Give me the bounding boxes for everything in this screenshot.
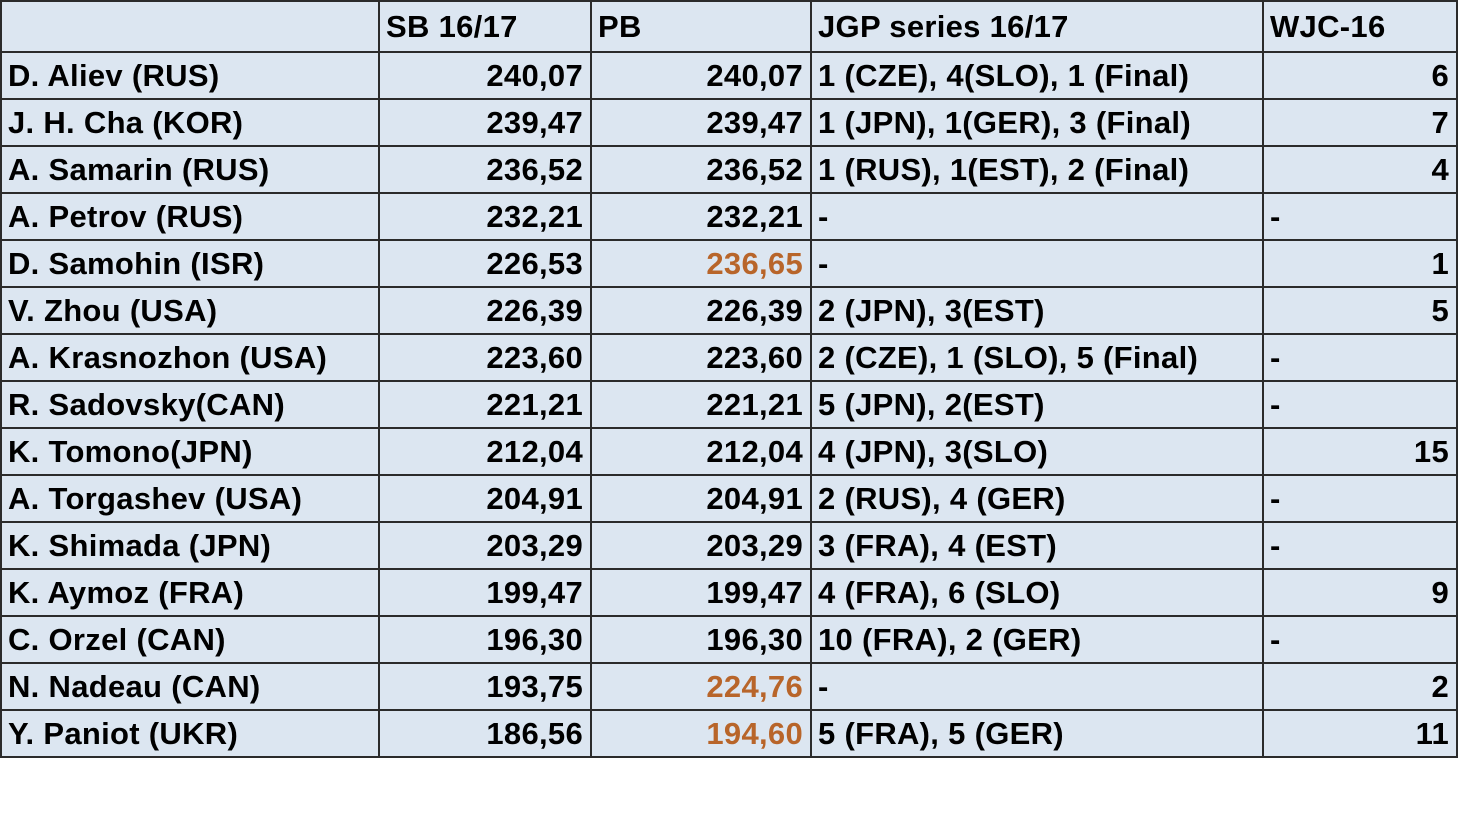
cell-skater: K. Shimada (JPN) <box>0 521 380 570</box>
cell-wjc: - <box>1262 192 1458 241</box>
cell-sb: 223,60 <box>378 333 592 382</box>
cell-pb: 196,30 <box>590 615 812 664</box>
cell-wjc: - <box>1262 521 1458 570</box>
table-row: R. Sadovsky(CAN) 221,21 221,21 5 (JPN), 2(E… <box>0 380 1458 429</box>
cell-jgp: 1 (CZE), 4(SLO), 1 (Final) <box>810 51 1264 100</box>
cell-sb: 236,52 <box>378 145 592 194</box>
cell-skater: J. H. Cha (KOR) <box>0 98 380 147</box>
cell-pb: 236,52 <box>590 145 812 194</box>
cell-jgp: - <box>810 239 1264 288</box>
cell-wjc: 7 <box>1262 98 1458 147</box>
results-table: SB 16/17 PB JGP series 16/17 WJC-16 D. A… <box>0 0 1458 758</box>
cell-wjc: 1 <box>1262 239 1458 288</box>
table-header: SB 16/17 PB JGP series 16/17 WJC-16 <box>0 0 1458 53</box>
cell-sb: 204,91 <box>378 474 592 523</box>
cell-sb: 196,30 <box>378 615 592 664</box>
table-row: J. H. Cha (KOR) 239,47 239,47 1 (JPN), 1(GE… <box>0 98 1458 147</box>
cell-skater: R. Sadovsky(CAN) <box>0 380 380 429</box>
cell-skater: D. Aliev (RUS) <box>0 51 380 100</box>
cell-wjc: 11 <box>1262 709 1458 758</box>
table-row: N. Nadeau (CAN) 193,75 224,76-2 <box>0 662 1458 711</box>
cell-jgp: 10 (FRA), 2 (GER) <box>810 615 1264 664</box>
header-wjc: WJC-16 <box>1262 0 1458 53</box>
cell-pb: 203,29 <box>590 521 812 570</box>
table-row: K. Aymoz (FRA) 199,47 199,47 4 (FRA), 6 (SL… <box>0 568 1458 617</box>
cell-skater: D. Samohin (ISR) <box>0 239 380 288</box>
cell-pb: 194,60 <box>590 709 812 758</box>
table-row: C. Orzel (CAN) 196,30 196,30 10 (FRA), 2 (G… <box>0 615 1458 664</box>
cell-jgp: - <box>810 662 1264 711</box>
cell-skater: A. Torgashev (USA) <box>0 474 380 523</box>
cell-skater: C. Orzel (CAN) <box>0 615 380 664</box>
cell-pb: 221,21 <box>590 380 812 429</box>
cell-wjc: 15 <box>1262 427 1458 476</box>
table-row: K. Shimada (JPN) 203,29 203,29 3 (FRA), 4 (… <box>0 521 1458 570</box>
cell-skater: K. Tomono(JPN) <box>0 427 380 476</box>
cell-jgp: 4 (JPN), 3(SLO) <box>810 427 1264 476</box>
table-row: A. Petrov (RUS) 232,21 232,21- - <box>0 192 1458 241</box>
cell-pb: 224,76 <box>590 662 812 711</box>
cell-sb: 226,39 <box>378 286 592 335</box>
table-row: Y. Paniot (UKR) 186,56 194,60 5 (FRA), 5 (G… <box>0 709 1458 758</box>
cell-pb: 204,91 <box>590 474 812 523</box>
cell-pb: 212,04 <box>590 427 812 476</box>
cell-wjc: - <box>1262 333 1458 382</box>
header-pb: PB <box>590 0 812 53</box>
cell-skater: A. Samarin (RUS) <box>0 145 380 194</box>
cell-jgp: 5 (FRA), 5 (GER) <box>810 709 1264 758</box>
cell-pb: 240,07 <box>590 51 812 100</box>
cell-skater: K. Aymoz (FRA) <box>0 568 380 617</box>
cell-wjc: 9 <box>1262 568 1458 617</box>
table-row: A. Krasnozhon (USA) 223,60 223,60 2 (CZE), … <box>0 333 1458 382</box>
header-row: SB 16/17 PB JGP series 16/17 WJC-16 <box>0 0 1458 53</box>
table-row: V. Zhou (USA) 226,39 226,39 2 (JPN), 3(EST)… <box>0 286 1458 335</box>
cell-jgp: 4 (FRA), 6 (SLO) <box>810 568 1264 617</box>
cell-wjc: 2 <box>1262 662 1458 711</box>
cell-sb: 239,47 <box>378 98 592 147</box>
cell-jgp: 1 (JPN), 1(GER), 3 (Final) <box>810 98 1264 147</box>
cell-sb: 226,53 <box>378 239 592 288</box>
cell-wjc: 6 <box>1262 51 1458 100</box>
cell-jgp: 2 (RUS), 4 (GER) <box>810 474 1264 523</box>
cell-skater: A. Krasnozhon (USA) <box>0 333 380 382</box>
cell-pb: 239,47 <box>590 98 812 147</box>
cell-wjc: 4 <box>1262 145 1458 194</box>
cell-sb: 203,29 <box>378 521 592 570</box>
cell-jgp: - <box>810 192 1264 241</box>
cell-skater: V. Zhou (USA) <box>0 286 380 335</box>
cell-sb: 221,21 <box>378 380 592 429</box>
cell-sb: 212,04 <box>378 427 592 476</box>
cell-wjc: - <box>1262 615 1458 664</box>
cell-sb: 199,47 <box>378 568 592 617</box>
cell-pb: 226,39 <box>590 286 812 335</box>
table-row: D. Aliev (RUS) 240,07 240,07 1 (CZE), 4(SLO… <box>0 51 1458 100</box>
cell-wjc: - <box>1262 380 1458 429</box>
cell-jgp: 2 (JPN), 3(EST) <box>810 286 1264 335</box>
cell-sb: 232,21 <box>378 192 592 241</box>
cell-pb: 223,60 <box>590 333 812 382</box>
cell-jgp: 3 (FRA), 4 (EST) <box>810 521 1264 570</box>
table-body: D. Aliev (RUS) 240,07 240,07 1 (CZE), 4(SLO… <box>0 51 1458 758</box>
cell-jgp: 5 (JPN), 2(EST) <box>810 380 1264 429</box>
header-skater <box>0 0 380 53</box>
cell-wjc: - <box>1262 474 1458 523</box>
cell-pb: 236,65 <box>590 239 812 288</box>
header-jgp: JGP series 16/17 <box>810 0 1264 53</box>
cell-pb: 199,47 <box>590 568 812 617</box>
cell-skater: N. Nadeau (CAN) <box>0 662 380 711</box>
cell-sb: 193,75 <box>378 662 592 711</box>
cell-skater: A. Petrov (RUS) <box>0 192 380 241</box>
cell-sb: 186,56 <box>378 709 592 758</box>
table-row: K. Tomono(JPN) 212,04 212,04 4 (JPN), 3(SLO… <box>0 427 1458 476</box>
header-sb: SB 16/17 <box>378 0 592 53</box>
cell-sb: 240,07 <box>378 51 592 100</box>
cell-jgp: 2 (CZE), 1 (SLO), 5 (Final) <box>810 333 1264 382</box>
table-row: A. Samarin (RUS) 236,52 236,52 1 (RUS), 1(E… <box>0 145 1458 194</box>
cell-pb: 232,21 <box>590 192 812 241</box>
table-row: A. Torgashev (USA) 204,91 204,91 2 (RUS), 4… <box>0 474 1458 523</box>
cell-skater: Y. Paniot (UKR) <box>0 709 380 758</box>
table-row: D. Samohin (ISR) 226,53 236,65-1 <box>0 239 1458 288</box>
cell-jgp: 1 (RUS), 1(EST), 2 (Final) <box>810 145 1264 194</box>
cell-wjc: 5 <box>1262 286 1458 335</box>
